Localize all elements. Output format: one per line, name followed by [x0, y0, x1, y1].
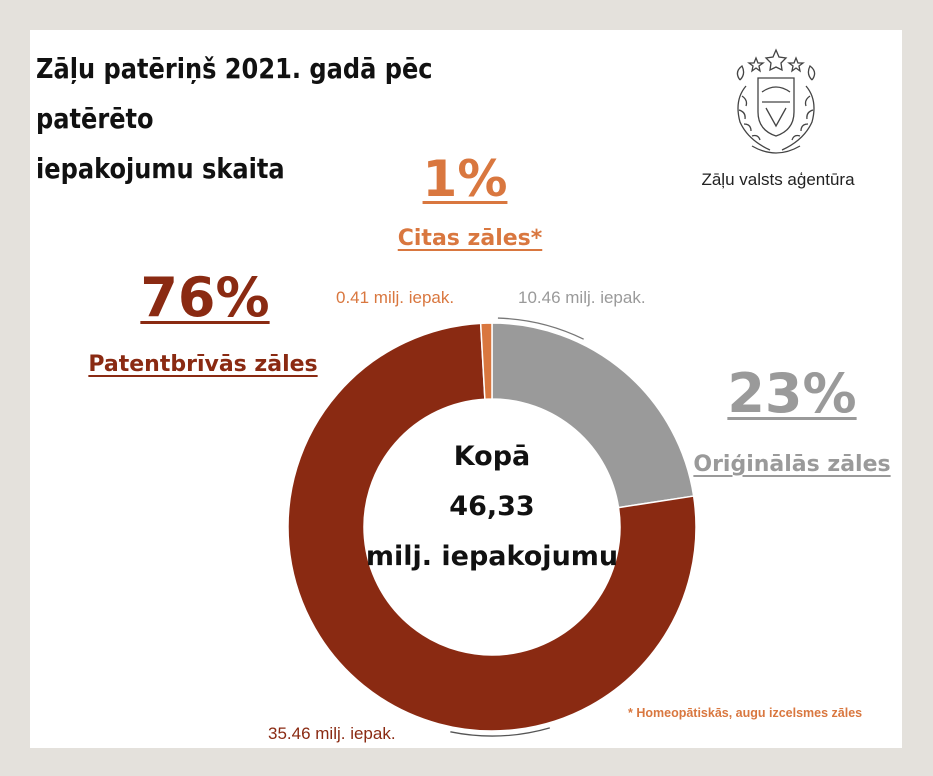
slice-patentfree [287, 322, 697, 732]
leader-patentfree [450, 727, 551, 737]
leader-original [497, 317, 584, 340]
category-other: Citas zāles* [397, 226, 543, 251]
center-line-3: milj. iepakojumu [365, 541, 619, 572]
agency-logo: Zāļu valsts aģentūra [688, 46, 898, 196]
value-label-other: 0.41 milj. iepak. [336, 288, 455, 307]
pct-patentfree: 76% [140, 266, 270, 329]
slice-original [491, 322, 695, 509]
center-line-2: 46,33 [449, 491, 535, 522]
center-total: Kopā 46,33 milj. iepakojumu [362, 432, 622, 582]
chart-title: Zāļu patēriņš 2021. gadā pēc patērēto ie… [36, 44, 535, 194]
title-line-1: Zāļu patēriņš 2021. gadā pēc patērēto [36, 52, 433, 135]
category-patentfree: Patentbrīvās zāles [88, 352, 318, 377]
value-label-patentfree: 35.46 milj. iepak. [268, 724, 396, 743]
agency-name: Zāļu valsts aģentūra [701, 170, 855, 189]
pct-original: 23% [727, 362, 857, 425]
center-line-1: Kopā [453, 441, 531, 472]
category-original: Oriģinālās zāles [693, 452, 891, 477]
value-label-original: 10.46 milj. iepak. [518, 288, 646, 307]
title-line-2: iepakojumu skaita [36, 152, 285, 185]
pct-other: 1% [422, 150, 508, 208]
slice-other [479, 322, 493, 400]
coat-of-arms-icon [736, 48, 816, 154]
footnote: * Homeopātiskās, augu izcelsmes zāles [628, 706, 863, 720]
